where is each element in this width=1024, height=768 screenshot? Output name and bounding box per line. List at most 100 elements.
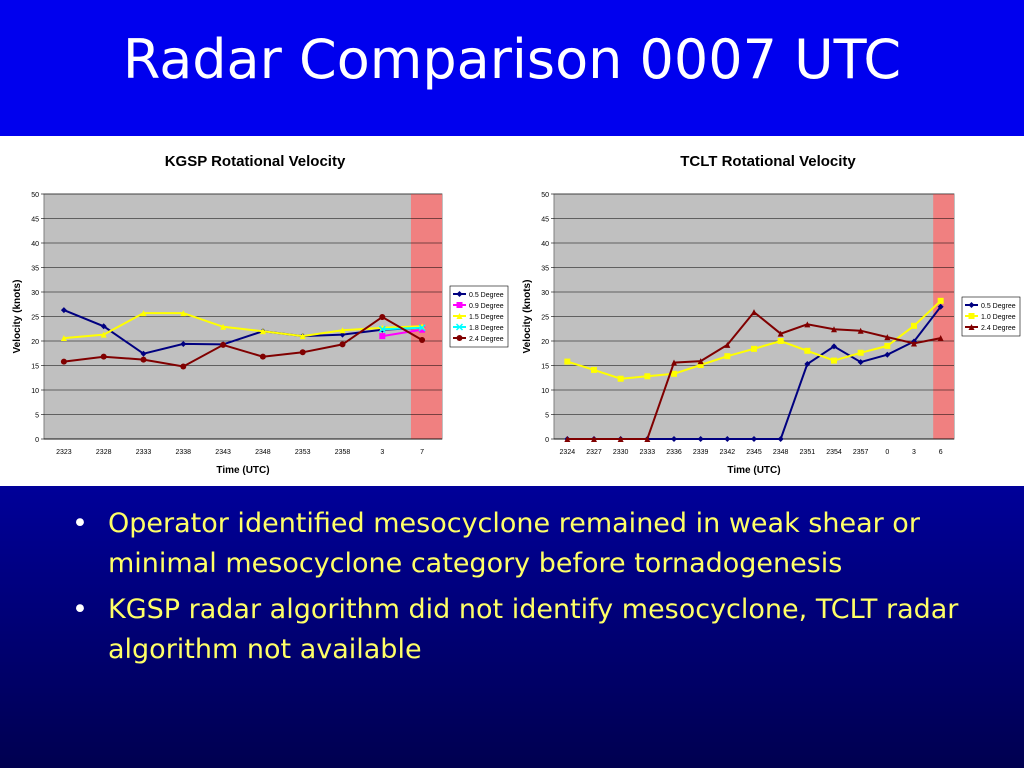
- y-tick-label: 40: [541, 241, 549, 248]
- data-point: [617, 436, 624, 442]
- bullet-text: KGSP radar algorithm did not identify me…: [108, 594, 959, 665]
- slide-title: Radar Comparison 0007 UTC: [122, 28, 902, 91]
- legend-marker: [456, 313, 463, 319]
- legend-label: 2.4 Degree: [469, 336, 504, 343]
- y-tick-label: 15: [31, 364, 39, 371]
- x-tick-label: 2330: [613, 449, 629, 456]
- data-point: [751, 436, 757, 442]
- y-tick-label: 30: [541, 290, 549, 297]
- legend-label: 0.5 Degree: [981, 303, 1016, 310]
- legend-marker: [456, 335, 463, 341]
- data-point: [937, 335, 944, 342]
- data-point: [857, 349, 864, 356]
- x-axis-title: Time (UTC): [216, 465, 269, 476]
- x-tick-label: 2351: [800, 449, 816, 456]
- x-tick-label: 2323: [56, 449, 72, 456]
- y-tick-label: 25: [541, 315, 549, 322]
- series-line: [63, 312, 423, 340]
- x-tick-label: 2336: [666, 449, 682, 456]
- data-point: [379, 313, 386, 320]
- x-tick-label: 2348: [773, 449, 789, 456]
- y-tick-label: 15: [541, 364, 549, 371]
- data-point: [591, 436, 597, 442]
- y-tick-label: 50: [541, 192, 549, 199]
- data-point: [671, 436, 677, 442]
- charts-svg: KGSP Rotational Velocity0510152025303540…: [12, 153, 1021, 476]
- data-point: [777, 338, 784, 344]
- y-tick-label: 0: [35, 437, 39, 444]
- y-axis-title: Velocity (knots): [522, 280, 533, 354]
- legend-marker: [968, 324, 975, 330]
- data-point: [379, 333, 386, 340]
- y-tick-label: 5: [35, 413, 39, 420]
- data-point: [937, 297, 944, 304]
- data-point: [564, 358, 571, 365]
- y-tick-label: 10: [541, 388, 549, 395]
- x-tick-label: 2333: [640, 449, 656, 456]
- y-tick-label: 20: [541, 339, 549, 346]
- y-tick-label: 50: [31, 192, 39, 199]
- data-point: [884, 351, 891, 358]
- y-tick-label: 10: [31, 388, 39, 395]
- data-point: [60, 307, 67, 314]
- legend-marker: [456, 291, 463, 297]
- y-tick-label: 35: [31, 266, 39, 273]
- x-tick-label: 2354: [826, 449, 842, 456]
- title-bar: Radar Comparison 0007 UTC: [0, 0, 1024, 136]
- y-tick-label: 20: [31, 339, 39, 346]
- series-line: [382, 328, 423, 338]
- data-point: [299, 349, 306, 356]
- data-point: [140, 350, 147, 357]
- bullet-item: • KGSP radar algorithm did not identify m…: [70, 590, 990, 670]
- data-point: [751, 345, 757, 352]
- data-point: [564, 436, 571, 442]
- y-axis-title: Velocity (knots): [12, 280, 23, 354]
- x-axis-title: Time (UTC): [727, 465, 780, 476]
- bullet-item: • Operator identified mesocyclone remaine…: [70, 504, 990, 584]
- y-tick-label: 30: [31, 290, 39, 297]
- legend-label: 2.4 Degree: [981, 325, 1016, 332]
- data-point: [777, 436, 784, 442]
- data-point: [724, 341, 731, 348]
- data-point: [831, 343, 837, 350]
- data-point: [220, 323, 227, 330]
- bullet-area: • Operator identified mesocyclone remaine…: [0, 486, 1024, 768]
- data-point: [180, 310, 187, 317]
- legend-marker: [968, 313, 975, 319]
- data-point: [180, 340, 187, 347]
- data-point: [644, 373, 651, 380]
- data-point: [140, 356, 147, 363]
- data-point: [419, 337, 426, 344]
- data-point: [60, 358, 67, 365]
- data-point: [937, 303, 944, 310]
- y-tick-label: 45: [541, 217, 549, 224]
- x-tick-label: 2339: [693, 449, 709, 456]
- x-tick-label: 3: [912, 449, 916, 456]
- data-point: [804, 321, 811, 328]
- data-point: [591, 366, 597, 373]
- data-point: [299, 333, 306, 340]
- chart-title: TCLT Rotational Velocity: [680, 153, 856, 170]
- x-tick-label: 0: [885, 449, 889, 456]
- data-point: [884, 342, 891, 349]
- data-point: [671, 359, 677, 366]
- data-point: [857, 327, 864, 334]
- x-tick-label: 2358: [335, 449, 351, 456]
- data-point: [140, 310, 147, 317]
- x-tick-label: 2348: [255, 449, 271, 456]
- y-tick-label: 40: [31, 241, 39, 248]
- legend-marker: [455, 323, 464, 331]
- data-point: [911, 322, 917, 329]
- bullet-dot-icon: •: [72, 508, 88, 539]
- x-tick-label: 6: [939, 449, 943, 456]
- x-tick-label: 2333: [136, 449, 152, 456]
- y-tick-label: 45: [31, 217, 39, 224]
- data-point: [777, 330, 784, 337]
- legend-label: 0.9 Degree: [469, 303, 504, 310]
- x-tick-label: 2328: [96, 449, 112, 456]
- x-tick-label: 2343: [215, 449, 231, 456]
- data-point: [180, 363, 187, 370]
- data-point: [804, 361, 811, 368]
- x-tick-label: 2338: [176, 449, 192, 456]
- data-point: [339, 327, 346, 334]
